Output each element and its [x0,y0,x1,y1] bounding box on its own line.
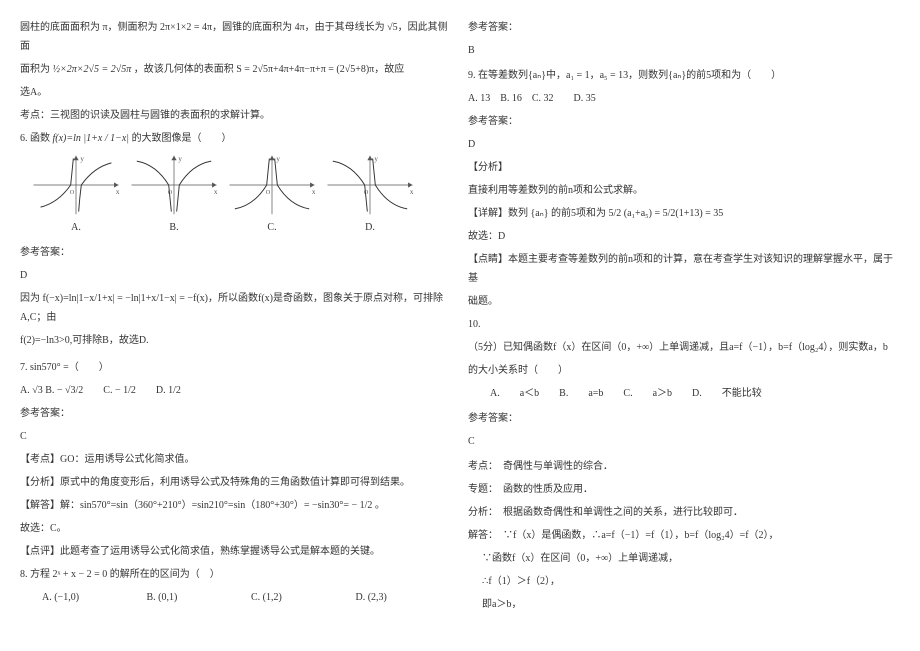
svg-text:x: x [116,188,120,196]
q6-exp2: f(2)=−ln3>0,可排除B，故选D. [20,331,452,350]
q8-opt-d: D. (2,3) [356,588,387,607]
left-column: 圆柱的底面面积为 π，侧面积为 2π×1×2 = 4π，圆锥的底面积为 4π，由… [12,18,460,633]
svg-text:y: y [80,155,84,163]
q10-num: 10. [468,315,900,334]
q10-exp7: 即a＞b， [482,595,900,614]
q7-answer-label: 参考答案： [20,404,452,423]
q7-exp1: 【考点】GO：运用诱导公式化简求值。 [20,450,452,469]
q9-answer: D [468,135,900,154]
right-column: 参考答案： B 9. 在等差数列{aₙ}中，a₁ = 1，a₅ = 13，则数列… [460,18,908,633]
svg-text:x: x [410,188,414,196]
l2-formula: ½×2π×2√5 = 2√5π [53,64,132,75]
intro-line-4: 考点：三视图的识读及圆柱与圆锥的表面积的求解计算。 [20,106,452,125]
q10-stem: （5分）已知偶函数f（x）在区间（0，+∞）上单调递减，且a=f（−1），b=f… [468,338,900,357]
svg-text:O: O [266,189,271,196]
q7-stem: 7. sin570° =（ ） [20,358,452,377]
q9-exp1: 直接利用等差数列的前n项和公式求解。 [468,181,900,200]
graph-label-b: B. [128,218,220,237]
intro-line-2: 面积为 ½×2π×2√5 = 2√5π ，故该几何体的表面积 S = 2√5π+… [20,60,452,79]
graph-label-c: C. [226,218,318,237]
q7-exp2: 【分析】原式中的角度变形后，利用诱导公式及特殊角的三角函数值计算即可得到结果。 [20,473,452,492]
svg-text:y: y [178,155,182,163]
q10-exp3: 分析： 根据函数奇偶性和单调性之间的关系，进行比较即可． [468,503,900,522]
q7-exp4: 【点评】此题考查了运用诱导公式化简求值，熟练掌握诱导公式是解本题的关键。 [20,542,452,561]
q6-suffix: 的大致图像是（ ） [132,133,232,144]
q6-answer-label: 参考答案： [20,243,452,262]
q8-stem: 8. 方程 2ˣ + x − 2 = 0 的解所在的区间为（ ） [20,565,452,584]
q6-graph-labels: A. B. C. D. [30,218,452,237]
q9-options: A. 13 B. 16 C. 32 D. 35 [468,89,900,108]
q10-exp6: ∴f（1）＞f（2）， [482,572,900,591]
svg-text:x: x [312,188,316,196]
q6-prefix: 6. 函数 [20,133,53,144]
svg-text:x: x [214,188,218,196]
graph-c: x y O [226,154,318,216]
q6-formula: f(x)=ln |1+x / 1−x| [53,133,130,144]
q8-opt-b: B. (0,1) [147,588,249,607]
svg-text:O: O [70,189,75,196]
q7-options: A. √3 B. − √3/2 C. − 1/2 D. 1/2 [20,381,452,400]
q6-stem: 6. 函数 f(x)=ln |1+x / 1−x| 的大致图像是（ ） [20,129,452,148]
q10-answer: C [468,432,900,451]
q9-exp3: 故选：D [468,227,900,246]
graph-label-d: D. [324,218,416,237]
graph-label-a: A. [30,218,122,237]
l2-prefix: 面积为 [20,64,53,75]
q7-exp3: 【解答】解：sin570°=sin（360°+210°）=sin210°=sin… [20,496,452,515]
q10-exp5: ∵函数f（x）在区间（0，+∞）上单调递减， [482,549,900,568]
svg-text:y: y [276,155,280,163]
l2-suffix: ，故该几何体的表面积 S = 2√5π+4π+4π−π+π = (2√5+8)π… [134,64,404,75]
q9-exp4b: 础题。 [468,292,900,311]
q8-opt-c: C. (1,2) [251,588,353,607]
intro-line-3: 选A。 [20,83,452,102]
svg-text:O: O [168,189,173,196]
q6-answer: D [20,266,452,285]
graph-b: x y O [128,154,220,216]
q9-answer-label: 参考答案： [468,112,900,131]
q6-exp1: 因为 f(−x)=ln|1−x/1+x| = −ln|1+x/1−x| = −f… [20,289,452,327]
q8-answer-label: 参考答案： [468,18,900,37]
q8-opt-a: A. (−1,0) [42,588,144,607]
q9-exp4: 【点睛】本题主要考查等差数列的前n项和的计算，意在考查学生对该知识的理解掌握水平… [468,250,900,288]
q10-exp2: 专题： 函数的性质及应用． [468,480,900,499]
q10-exp4: 解答： ∵f（x）是偶函数，∴a=f（−1）=f（1），b=f（log₂4）=f… [468,526,900,545]
q7-answer: C [20,427,452,446]
q10-options: A. a＜b B. a=b C. a＞b D. 不能比较 [490,384,900,403]
q10-stem-b: 的大小关系时（ ） [468,361,900,380]
q10-exp1: 考点： 奇偶性与单调性的综合． [468,457,900,476]
intro-line-1: 圆柱的底面面积为 π，侧面积为 2π×1×2 = 4π，圆锥的底面积为 4π，由… [20,18,452,56]
q9-exp0: 【分析】 [468,158,900,177]
q7-exp3b: 故选：C。 [20,519,452,538]
q8-answer: B [468,41,900,60]
q8-options: A. (−1,0) B. (0,1) C. (1,2) D. (2,3) [42,588,452,607]
q9-exp2: 【详解】数列 {aₙ} 的前5项和为 5/2 (a₁+a₅) = 5/2(1+1… [468,204,900,223]
q10-answer-label: 参考答案： [468,409,900,428]
graph-a: x y O [30,154,122,216]
svg-text:O: O [364,189,369,196]
graph-d: x y O [324,154,416,216]
q9-stem: 9. 在等差数列{aₙ}中，a₁ = 1，a₅ = 13，则数列{aₙ}的前5项… [468,66,900,85]
svg-text:y: y [374,155,378,163]
q6-graph-row: x y O x y O [30,154,452,216]
